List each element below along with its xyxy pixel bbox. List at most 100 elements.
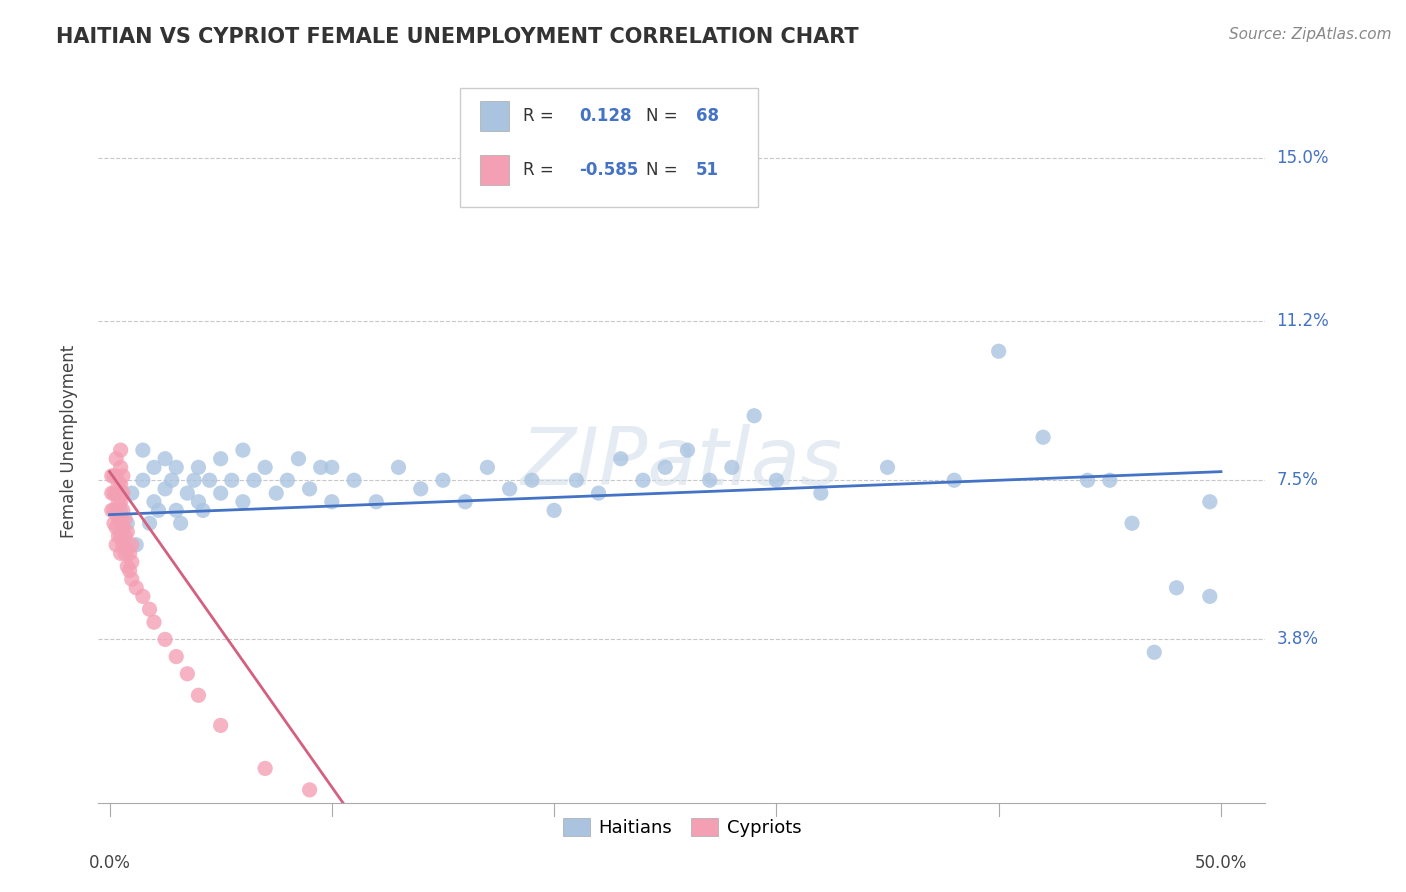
Point: [107, 494, 129, 508]
Point: [111, 486, 134, 500]
Point: [543, 503, 565, 517]
Point: [321, 494, 343, 508]
Point: [103, 486, 125, 500]
Text: 68: 68: [696, 107, 718, 125]
Point: [105, 538, 128, 552]
Point: [209, 718, 232, 732]
Point: [111, 520, 134, 534]
Point: [148, 503, 170, 517]
Text: R =: R =: [523, 107, 554, 125]
FancyBboxPatch shape: [460, 87, 758, 207]
Text: Source: ZipAtlas.com: Source: ZipAtlas.com: [1229, 27, 1392, 42]
Point: [110, 512, 132, 526]
Point: [1077, 473, 1099, 487]
Point: [243, 473, 266, 487]
Point: [143, 615, 166, 630]
Point: [105, 520, 128, 534]
Point: [254, 761, 277, 775]
Point: [498, 482, 520, 496]
Point: [654, 460, 676, 475]
Point: [138, 516, 160, 531]
Point: [520, 473, 543, 487]
Point: [117, 516, 139, 531]
Point: [114, 546, 136, 560]
Point: [160, 473, 183, 487]
Text: 3.8%: 3.8%: [1277, 631, 1319, 648]
Text: 7.5%: 7.5%: [1277, 471, 1319, 489]
Text: 0.0%: 0.0%: [89, 855, 131, 872]
Point: [153, 482, 176, 496]
Text: 50.0%: 50.0%: [1195, 855, 1247, 872]
Point: [343, 473, 366, 487]
Point: [110, 546, 132, 560]
Point: [132, 473, 155, 487]
Point: [107, 529, 129, 543]
Text: 15.0%: 15.0%: [1277, 149, 1329, 167]
Point: [1098, 473, 1121, 487]
Point: [409, 482, 432, 496]
Point: [232, 494, 254, 508]
Point: [110, 443, 132, 458]
Point: [276, 473, 298, 487]
Point: [176, 666, 198, 681]
Point: [588, 486, 610, 500]
Point: [118, 546, 141, 560]
Point: [264, 486, 287, 500]
Point: [121, 572, 143, 586]
Point: [153, 451, 176, 466]
Point: [321, 460, 343, 475]
Point: [114, 512, 136, 526]
Text: 51: 51: [696, 161, 718, 179]
Point: [111, 538, 134, 552]
Point: [198, 473, 221, 487]
Point: [187, 460, 209, 475]
Point: [287, 451, 309, 466]
Point: [121, 486, 143, 500]
Point: [699, 473, 721, 487]
Text: -0.585: -0.585: [579, 161, 638, 179]
Point: [111, 469, 134, 483]
Point: [110, 460, 132, 475]
Point: [477, 460, 499, 475]
Point: [209, 486, 232, 500]
Point: [110, 477, 132, 491]
Legend: Haitians, Cypriots: Haitians, Cypriots: [555, 811, 808, 845]
Point: [1032, 430, 1054, 444]
Point: [105, 451, 128, 466]
Point: [111, 503, 134, 517]
Point: [121, 538, 143, 552]
Point: [117, 524, 139, 539]
Point: [610, 451, 633, 466]
Point: [118, 564, 141, 578]
Point: [876, 460, 898, 475]
Text: 0.128: 0.128: [579, 107, 631, 125]
Point: [117, 559, 139, 574]
Point: [121, 555, 143, 569]
Point: [187, 688, 209, 702]
Point: [454, 494, 477, 508]
Point: [565, 473, 588, 487]
Point: [1166, 581, 1188, 595]
Point: [165, 649, 187, 664]
Text: R =: R =: [523, 161, 554, 179]
Point: [742, 409, 765, 423]
Point: [125, 538, 148, 552]
Point: [191, 503, 214, 517]
Point: [165, 503, 187, 517]
Point: [110, 503, 132, 517]
Point: [298, 783, 321, 797]
Point: [987, 344, 1010, 359]
Point: [432, 473, 454, 487]
Point: [103, 469, 125, 483]
Point: [114, 529, 136, 543]
Point: [107, 477, 129, 491]
Point: [125, 581, 148, 595]
FancyBboxPatch shape: [479, 101, 509, 131]
Point: [169, 516, 191, 531]
Point: [1198, 494, 1220, 508]
Point: [110, 494, 132, 508]
Point: [132, 443, 155, 458]
Point: [110, 529, 132, 543]
Point: [721, 460, 744, 475]
Point: [153, 632, 176, 647]
